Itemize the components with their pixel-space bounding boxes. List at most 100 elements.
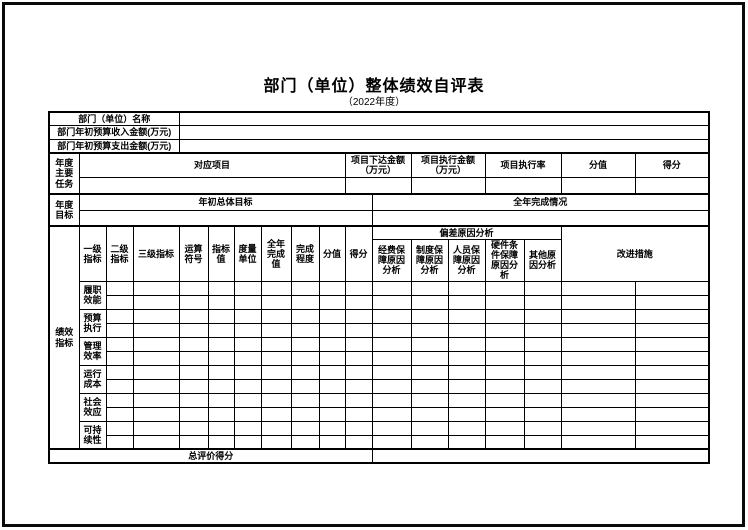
- empty-cell: [371, 308, 412, 324]
- empty-cell: [290, 322, 320, 338]
- empty-cell: [523, 308, 562, 324]
- header-unit: 度量单位: [233, 225, 262, 282]
- empty-cell: [560, 350, 636, 366]
- empty-cell: [634, 280, 710, 296]
- empty-cell: [560, 434, 636, 450]
- empty-cell: [447, 336, 486, 352]
- empty-cell: [447, 364, 486, 380]
- empty-cell: [233, 350, 262, 366]
- empty-cell: [105, 350, 134, 366]
- empty-cell: [207, 364, 235, 380]
- empty-cell: [344, 280, 373, 296]
- indicators-subheader-row: 经费保障原因分析 制度保障原因分析 人员保障原因分析 硬件条件保障原因分析 其他…: [49, 238, 709, 282]
- empty-cell: [290, 420, 320, 436]
- empty-cell: [318, 378, 346, 394]
- empty-cell: [233, 280, 262, 296]
- empty-cell: [560, 378, 636, 394]
- empty-cell: [233, 378, 262, 394]
- empty-cell: [132, 280, 180, 296]
- empty-cell: [484, 406, 525, 422]
- indicator-data-row: [49, 434, 710, 450]
- empty-cell: [560, 392, 636, 408]
- empty-cell: [105, 406, 134, 422]
- goals-empty-row: [49, 209, 710, 227]
- document-subtitle: （2022年度）: [342, 97, 406, 108]
- document-title: 部门（单位）整体绩效自评表: [263, 78, 485, 95]
- empty-cell: [318, 336, 346, 352]
- empty-cell: [560, 420, 636, 436]
- empty-cell: [290, 364, 320, 380]
- empty-cell: [318, 434, 346, 450]
- empty-cell: [105, 420, 134, 436]
- empty-cell: [178, 280, 209, 296]
- indicator-group-label: 管理效率: [78, 336, 107, 366]
- empty-cell: [484, 392, 525, 408]
- empty-cell: [105, 336, 134, 352]
- empty-cell: [344, 378, 373, 394]
- empty-cell: [233, 308, 262, 324]
- header-improvement: 改进措施: [560, 225, 710, 282]
- empty-cell: [260, 322, 292, 338]
- header-indicator-score: 得分: [344, 225, 373, 282]
- empty-cell: [560, 322, 636, 338]
- empty-cell: [290, 294, 320, 310]
- indicator-data-row: 履职效能: [49, 280, 710, 310]
- empty-cell: [371, 322, 412, 338]
- empty-cell: [260, 406, 292, 422]
- empty-cell: [410, 336, 449, 352]
- empty-cell: [290, 280, 320, 296]
- empty-cell: [178, 378, 209, 394]
- tasks-header-row: 年度主要任务 对应项目 项目下达金额（万元） 项目执行金额（万元） 项目执行率 …: [48, 152, 710, 195]
- empty-cell: [523, 406, 562, 422]
- empty-cell: [207, 280, 235, 296]
- header-project: 对应项目: [78, 152, 346, 178]
- empty-cell: [560, 364, 636, 380]
- empty-cell: [260, 364, 292, 380]
- empty-cell: [260, 392, 292, 408]
- empty-cell: [344, 364, 373, 380]
- empty-cell: [132, 378, 180, 394]
- empty-cell: [78, 209, 373, 227]
- empty-cell: [634, 350, 710, 366]
- empty-cell: [105, 378, 134, 394]
- empty-cell: [132, 364, 180, 380]
- empty-cell: [207, 378, 235, 394]
- indicator-group-label: 运行成本: [78, 364, 107, 394]
- empty-cell: [371, 378, 412, 394]
- empty-cell: [523, 364, 562, 380]
- empty-cell: [233, 406, 262, 422]
- empty-cell: [410, 434, 449, 450]
- empty-cell: [634, 308, 710, 324]
- empty-cell: [207, 392, 235, 408]
- indicator-data-row: [49, 350, 710, 366]
- header-level2-indicator: 二级指标: [105, 225, 134, 282]
- empty-cell: [290, 308, 320, 324]
- empty-cell: [371, 350, 412, 366]
- empty-cell: [484, 336, 525, 352]
- empty-cell: [260, 350, 292, 366]
- empty-cell: [207, 322, 235, 338]
- empty-cell: [178, 406, 209, 422]
- empty-cell: [105, 392, 134, 408]
- empty-cell: [371, 364, 412, 380]
- empty-cell: [178, 294, 209, 310]
- empty-cell: [105, 280, 134, 296]
- empty-cell: [290, 336, 320, 352]
- empty-cell: [410, 294, 449, 310]
- empty-cell: [447, 378, 486, 394]
- empty-cell: [410, 406, 449, 422]
- budget-expense-value: [178, 138, 710, 154]
- header-dev-system: 制度保障原因分析: [410, 238, 449, 282]
- indicators-section-label: 绩效指标: [48, 225, 80, 450]
- empty-cell: [178, 392, 209, 408]
- empty-cell: [318, 308, 346, 324]
- total-score-value: [371, 448, 710, 464]
- empty-cell: [344, 406, 373, 422]
- empty-cell: [105, 294, 134, 310]
- empty-cell: [318, 350, 346, 366]
- header-completion: 全年完成情况: [371, 193, 710, 211]
- dept-name-label: 部门（单位）名称: [48, 111, 180, 126]
- empty-cell: [132, 308, 180, 324]
- empty-cell: [233, 420, 262, 436]
- empty-cell: [371, 392, 412, 408]
